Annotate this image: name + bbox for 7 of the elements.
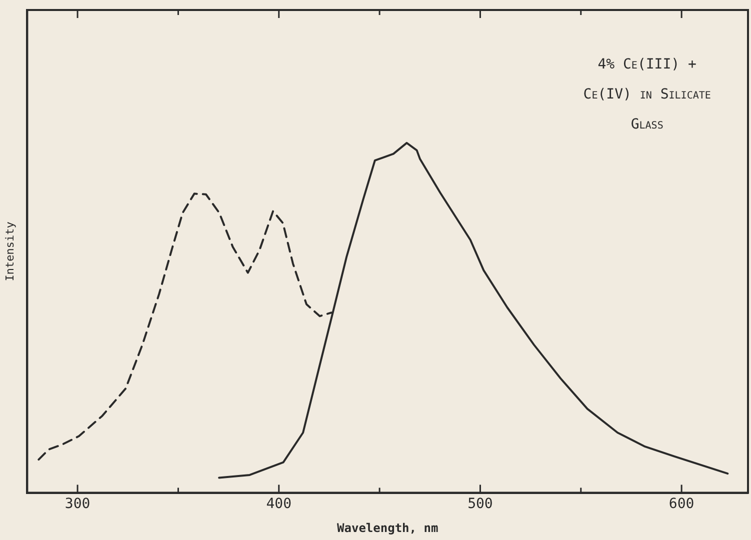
x-tick-label: 600: [668, 496, 694, 512]
x-tick-label: 400: [266, 496, 292, 512]
x-tick-label: 500: [468, 496, 493, 512]
x-axis-title: Wavelength, nm: [337, 520, 438, 535]
text: 4% Ce(III) + Ce(IV) in Silicate Glass: [583, 56, 711, 133]
y-axis-title: Intensity: [3, 221, 16, 282]
x-tick-label: 300: [64, 496, 90, 512]
